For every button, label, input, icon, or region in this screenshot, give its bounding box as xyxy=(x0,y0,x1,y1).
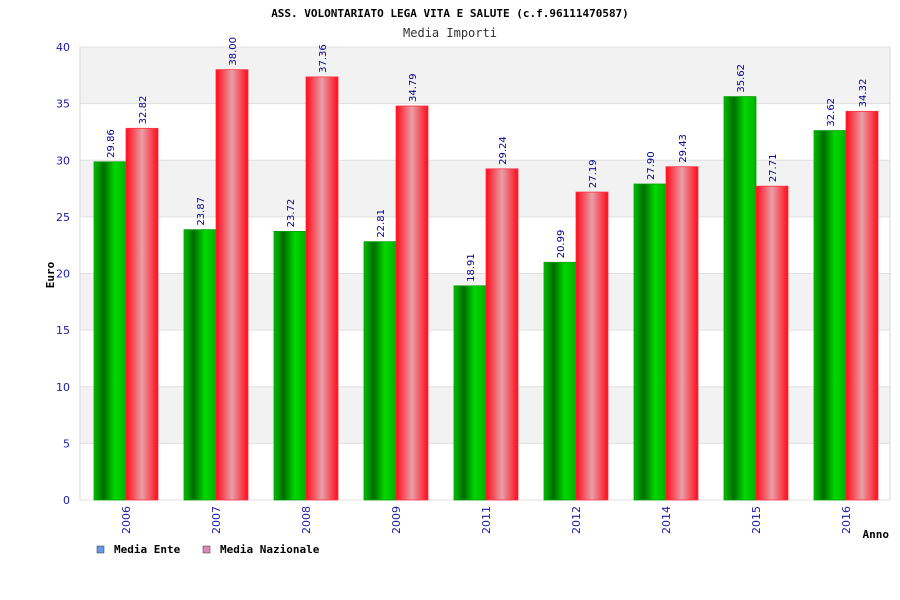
x-tick-label: 2016 xyxy=(840,506,853,534)
bar-media-nazionale-2016 xyxy=(845,110,879,501)
value-label: 27.19 xyxy=(588,159,599,188)
chart-title: ASS. VOLONTARIATO LEGA VITA E SALUTE (c.… xyxy=(271,7,629,20)
value-label: 38.00 xyxy=(228,37,239,66)
bar-media-nazionale-2015 xyxy=(755,185,789,501)
bar-media-nazionale-2014 xyxy=(665,166,699,501)
y-axis-ticks: 0 5 10 15 20 25 30 35 40 xyxy=(56,41,70,507)
bar-media-nazionale-2009 xyxy=(395,105,429,501)
value-label: 37.36 xyxy=(318,44,329,73)
x-tick-label: 2014 xyxy=(660,506,673,534)
x-axis-ticks: 2006 2007 2008 2009 2011 2012 2014 2015 2016 xyxy=(120,506,853,534)
bar-media-nazionale-2008 xyxy=(305,76,339,501)
bar-media-ente-2011 xyxy=(453,285,487,501)
y-tick-label: 0 xyxy=(63,494,70,507)
y-tick-label: 5 xyxy=(63,437,70,450)
y-tick-label: 20 xyxy=(56,268,70,281)
value-label: 29.43 xyxy=(678,134,689,163)
value-label: 35.62 xyxy=(736,64,747,93)
bar-media-ente-2008 xyxy=(273,230,307,501)
y-tick-label: 15 xyxy=(56,324,70,337)
grid-band xyxy=(80,47,890,104)
x-tick-label: 2012 xyxy=(570,506,583,534)
value-label: 27.71 xyxy=(768,154,779,183)
value-label: 29.86 xyxy=(106,129,117,158)
value-label: 32.62 xyxy=(826,98,837,127)
value-label: 23.87 xyxy=(196,197,207,226)
x-tick-label: 2008 xyxy=(300,506,313,534)
value-labels: 29.86 32.82 23.87 38.00 23.72 37.36 22.81 34.79… xyxy=(106,37,869,282)
y-tick-label: 25 xyxy=(56,211,70,224)
bars xyxy=(93,69,879,501)
x-tick-label: 2006 xyxy=(120,506,133,534)
y-tick-label: 40 xyxy=(56,41,70,54)
value-label: 27.90 xyxy=(646,151,657,180)
y-tick-label: 35 xyxy=(56,98,70,111)
value-label: 32.82 xyxy=(138,96,149,125)
x-axis-label: Anno xyxy=(863,528,890,541)
bar-media-nazionale-2012 xyxy=(575,191,609,501)
grid-band xyxy=(80,103,890,161)
y-tick-label: 10 xyxy=(56,381,70,394)
value-label: 29.24 xyxy=(498,136,509,165)
bar-media-ente-2016 xyxy=(813,130,847,501)
value-label: 34.79 xyxy=(408,73,419,102)
y-axis-label: Euro xyxy=(44,261,57,288)
y-tick-label: 30 xyxy=(56,154,70,167)
x-tick-label: 2007 xyxy=(210,506,223,534)
bar-media-nazionale-2006 xyxy=(125,127,159,501)
bar-media-ente-2012 xyxy=(543,261,577,501)
x-tick-label: 2009 xyxy=(390,506,403,534)
value-label: 18.91 xyxy=(466,253,477,282)
legend-swatch-media-nazionale xyxy=(202,545,211,554)
bar-media-ente-2006 xyxy=(93,161,127,501)
bar-media-nazionale-2011 xyxy=(485,168,519,501)
bar-media-ente-2014 xyxy=(633,183,667,501)
value-label: 34.32 xyxy=(858,79,869,108)
value-label: 23.72 xyxy=(286,199,297,228)
bar-media-ente-2009 xyxy=(363,241,397,501)
x-tick-label: 2015 xyxy=(750,506,763,534)
chart-subtitle: Media Importi xyxy=(403,26,497,40)
legend-label-media-ente: Media Ente xyxy=(114,543,181,556)
bar-media-ente-2007 xyxy=(183,229,217,501)
value-label: 22.81 xyxy=(376,209,387,238)
bar-media-ente-2015 xyxy=(723,96,757,501)
bar-media-nazionale-2007 xyxy=(215,69,249,501)
x-tick-label: 2011 xyxy=(480,506,493,534)
legend-swatch-media-ente xyxy=(96,545,105,554)
value-label: 20.99 xyxy=(556,230,567,259)
legend-label-media-nazionale: Media Nazionale xyxy=(220,543,320,556)
legend: Media Ente Media Nazionale xyxy=(96,543,320,556)
